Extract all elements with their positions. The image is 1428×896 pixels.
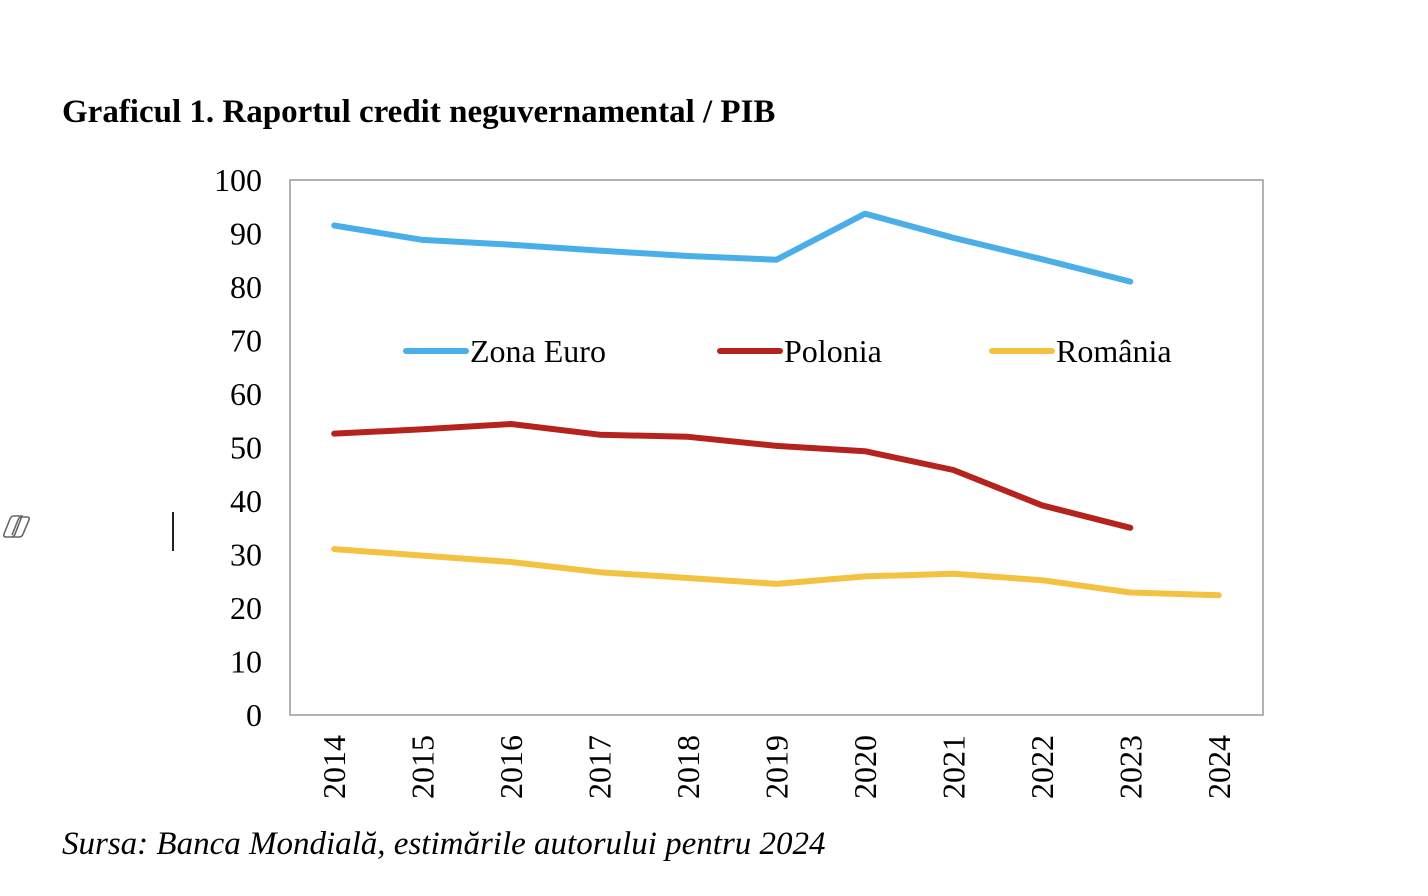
y-tick-label: 80 — [230, 269, 262, 305]
x-tick-label: 2017 — [582, 735, 618, 799]
legend[interactable]: Zona Euro Polonia România — [403, 333, 1172, 369]
source-note: Sursa: Banca Mondială, estimările autoru… — [62, 826, 826, 862]
series-line-1 — [331, 421, 1134, 531]
copilot-icon[interactable] — [0, 510, 32, 542]
series-lines — [331, 210, 1222, 599]
y-tick-label: 20 — [230, 590, 262, 626]
x-tick-label: 2018 — [670, 735, 706, 799]
x-tick-label: 2022 — [1024, 735, 1060, 799]
x-tick-label: 2016 — [493, 735, 529, 799]
chart-title: Graficul 1. Raportul credit neguvernamen… — [62, 94, 776, 130]
y-tick-label: 30 — [230, 537, 262, 573]
x-tick-label: 2014 — [316, 735, 352, 799]
y-tick-label: 100 — [214, 162, 262, 198]
y-tick-label: 10 — [230, 644, 262, 680]
y-tick-label: 90 — [230, 216, 262, 252]
text-cursor — [172, 512, 174, 551]
plot-area-frame — [289, 179, 1264, 716]
x-tick-label: 2023 — [1112, 735, 1148, 799]
series-line-0 — [331, 210, 1134, 285]
legend-label: Polonia — [784, 333, 882, 369]
x-tick-label: 2019 — [759, 735, 795, 799]
x-tick-label: 2015 — [405, 735, 441, 799]
y-axis: 0 10 20 30 40 50 60 70 80 90 100 — [214, 162, 262, 733]
x-axis: 2014 2015 2016 2017 2018 2019 2020 2021 2022 2023… — [316, 735, 1237, 799]
y-tick-label: 50 — [230, 430, 262, 466]
legend-label: Zona Euro — [470, 333, 606, 369]
x-tick-label: 2020 — [847, 735, 883, 799]
y-tick-label: 60 — [230, 376, 262, 412]
y-tick-label: 0 — [246, 697, 262, 733]
y-tick-label: 40 — [230, 483, 262, 519]
x-tick-label: 2024 — [1201, 735, 1237, 799]
x-tick-label: 2021 — [935, 735, 971, 799]
legend-label: România — [1056, 333, 1172, 369]
series-line-2 — [331, 546, 1222, 599]
y-tick-label: 70 — [230, 323, 262, 359]
